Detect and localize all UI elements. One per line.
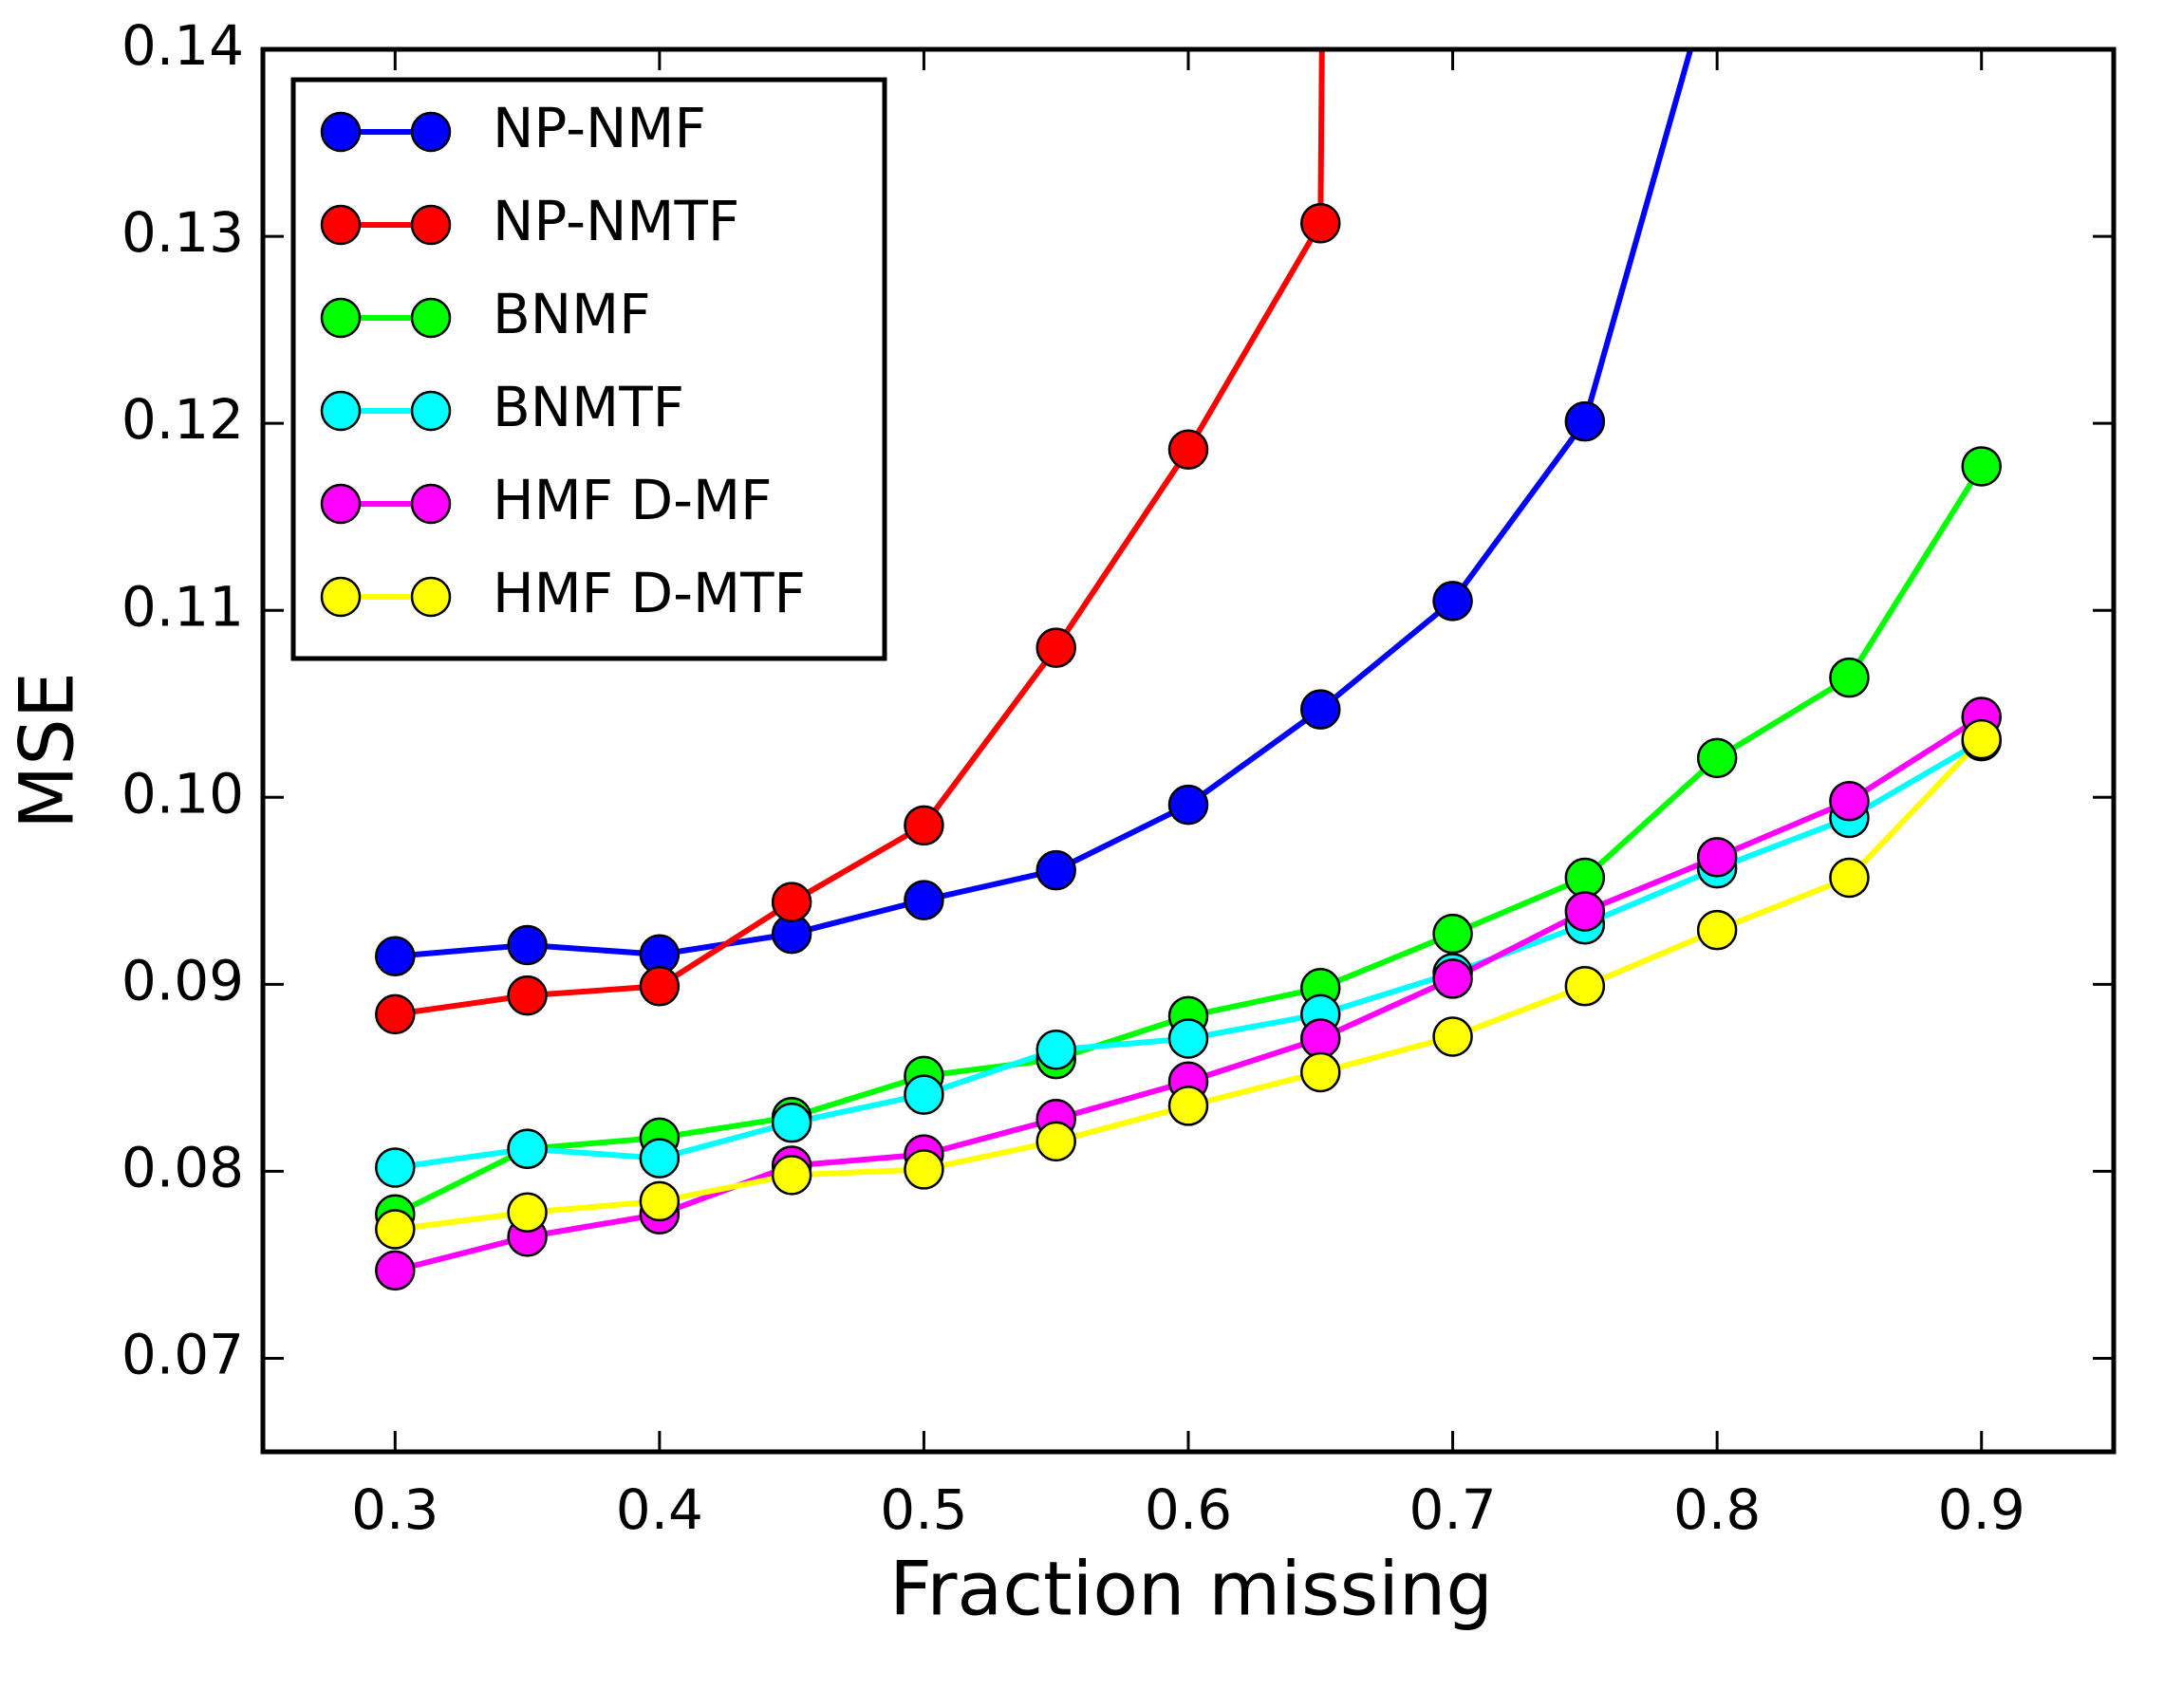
x-tick-label: 0.8 (1673, 1477, 1761, 1542)
data-point (1829, 857, 1870, 899)
legend-marker (320, 576, 362, 618)
legend-marker (410, 483, 452, 525)
data-point (904, 1149, 944, 1190)
y-tick-label: 0.10 (121, 761, 244, 826)
data-point (1167, 1018, 1209, 1059)
data-point (904, 880, 944, 920)
data-point (507, 975, 548, 1016)
legend-box (290, 77, 887, 661)
data-point (1696, 909, 1738, 951)
data-point (904, 805, 944, 846)
legend: NP-NMF NP-NMTF BNMF BNMTF HMF D-MF HMF D-MTF (290, 77, 887, 661)
data-point (1300, 1051, 1341, 1093)
data-point (1300, 1018, 1341, 1059)
data-point (1564, 400, 1606, 442)
legend-marker (320, 111, 362, 153)
data-point (1564, 891, 1606, 932)
x-tick-label: 0.7 (1408, 1477, 1496, 1542)
data-point (1829, 657, 1870, 698)
data-point (1167, 429, 1209, 470)
data-point (1564, 966, 1606, 1007)
y-tick-label: 0.11 (121, 574, 244, 639)
data-point (771, 882, 812, 922)
data-point (375, 993, 416, 1035)
data-point (375, 936, 416, 977)
data-point (1696, 837, 1738, 878)
x-tick-label: 0.9 (1938, 1477, 2025, 1542)
legend-label: NP-NMTF (493, 189, 739, 253)
data-point (1432, 958, 1473, 999)
y-tick-label: 0.07 (121, 1323, 244, 1387)
x-tick-label: 0.4 (616, 1477, 703, 1542)
data-point (507, 924, 548, 966)
legend-label: NP-NMF (493, 96, 706, 160)
data-point (1829, 780, 1870, 822)
data-point (1432, 913, 1473, 955)
data-point (1167, 784, 1209, 826)
legend-marker (320, 483, 362, 525)
legend-marker (410, 204, 452, 246)
data-point (1035, 849, 1076, 891)
data-point (1035, 627, 1076, 668)
y-tick-label: 0.08 (121, 1136, 244, 1200)
y-tick-label: 0.13 (121, 200, 244, 265)
data-point (1167, 1086, 1209, 1126)
y-tick-label: 0.14 (121, 13, 244, 78)
x-tick-label: 0.3 (351, 1477, 438, 1542)
data-point (1432, 581, 1473, 622)
legend-label: BNMTF (493, 375, 684, 439)
x-axis-label: Fraction missing (889, 1547, 1493, 1632)
data-point (1564, 857, 1606, 899)
legend-marker (410, 390, 452, 432)
data-point (771, 1155, 812, 1196)
legend-marker (410, 297, 452, 339)
data-point (507, 1192, 548, 1234)
data-point (507, 1128, 548, 1170)
legend-label: HMF D-MTF (493, 561, 806, 625)
data-point (639, 1180, 681, 1222)
data-point (771, 1102, 812, 1143)
data-point (904, 1074, 944, 1115)
y-axis-label: MSE (5, 672, 90, 829)
y-tick-label: 0.12 (121, 387, 244, 452)
data-point (639, 966, 681, 1007)
data-point (1961, 718, 2002, 760)
plot-frame (260, 46, 2117, 1455)
data-point (1961, 446, 2002, 487)
data-point (1696, 737, 1738, 779)
y-tick-label: 0.09 (121, 948, 244, 1012)
x-tick-label: 0.5 (880, 1477, 967, 1542)
data-point (375, 1147, 416, 1188)
legend-marker (320, 297, 362, 339)
legend-marker (410, 576, 452, 618)
legend-label: BNMF (493, 282, 651, 346)
data-point (1300, 203, 1341, 244)
data-point (375, 1209, 416, 1250)
legend-marker (320, 204, 362, 246)
data-point (1432, 1016, 1473, 1057)
data-point (1035, 1121, 1076, 1162)
legend-marker (410, 111, 452, 153)
data-point (1035, 1030, 1076, 1070)
legend-marker (320, 390, 362, 432)
data-point (639, 1138, 681, 1179)
legend-label: HMF D-MF (493, 468, 772, 532)
plot-area (375, 49, 2002, 1291)
data-point (1300, 689, 1341, 730)
x-tick-label: 0.6 (1145, 1477, 1232, 1542)
data-point (375, 1250, 416, 1291)
